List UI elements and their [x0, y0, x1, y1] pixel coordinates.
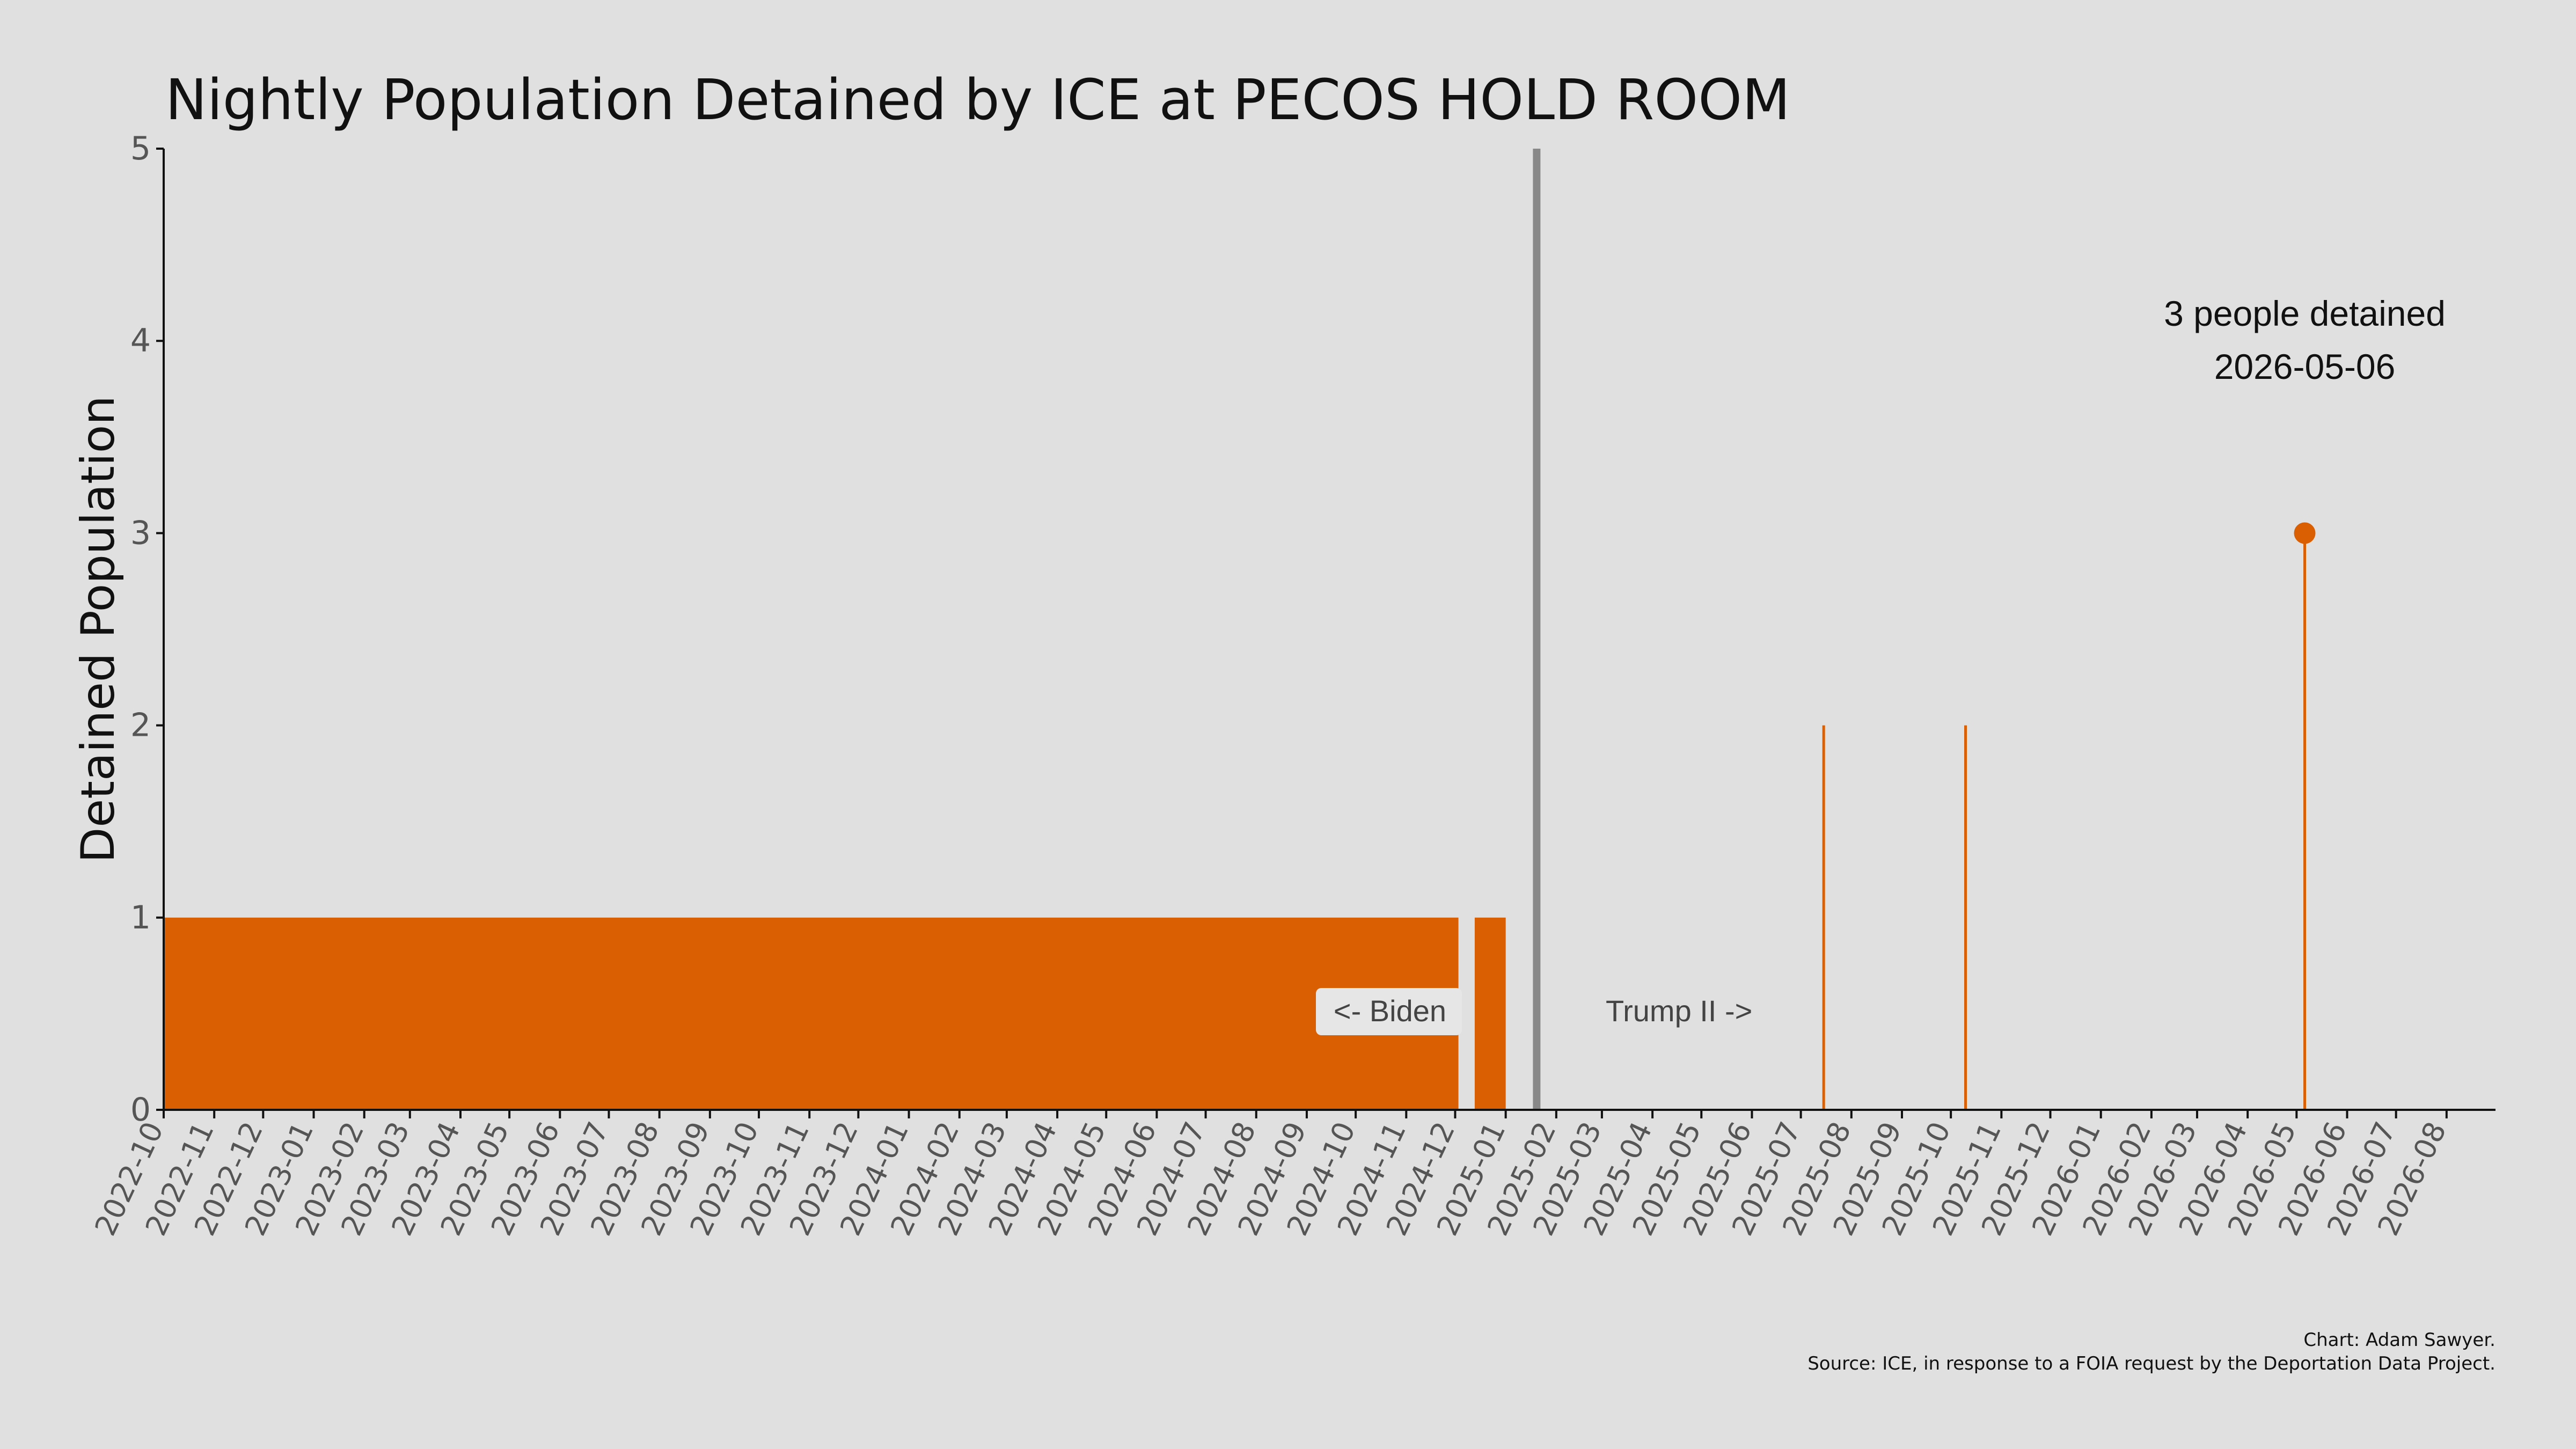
- plot-area: 0123452022-102022-112022-122023-012023-0…: [88, 130, 2496, 1241]
- credit-source: Source: ICE, in response to a FOIA reque…: [1807, 1353, 2496, 1374]
- y-tick-label: 1: [130, 899, 151, 936]
- latest-point-marker: [2294, 522, 2316, 544]
- annotation-line-2: 2026-05-06: [2214, 347, 2396, 386]
- y-tick-label: 4: [130, 322, 151, 360]
- annotation-line-1: 3 people detained: [2164, 294, 2446, 333]
- y-tick-label: 5: [130, 130, 151, 167]
- y-tick-label: 2: [130, 707, 151, 744]
- population-area-1: [164, 917, 1459, 1110]
- population-area-2: [1474, 917, 1506, 1110]
- biden-label-box: [1316, 988, 1462, 1035]
- y-tick-label: 3: [130, 514, 151, 552]
- trump-era-label: Trump II ->: [1606, 994, 1752, 1028]
- biden-era-label: <- Biden: [1334, 994, 1446, 1028]
- y-axis-label: Detained Population: [71, 396, 125, 863]
- y-tick-label: 0: [130, 1091, 151, 1129]
- chart-title: Nightly Population Detained by ICE at PE…: [165, 67, 1790, 133]
- credit-author: Chart: Adam Sawyer.: [2303, 1329, 2496, 1351]
